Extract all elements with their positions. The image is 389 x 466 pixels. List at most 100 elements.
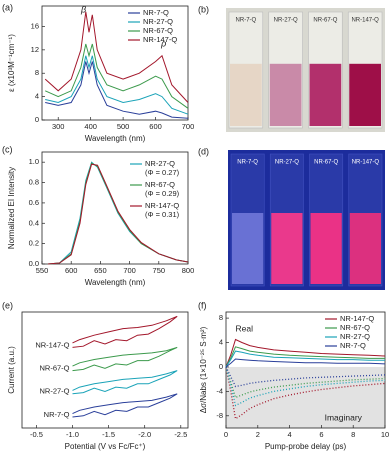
vial-solution	[232, 213, 264, 284]
panel-label: (d)	[198, 146, 209, 156]
y-tick-label: 8	[219, 313, 223, 322]
annotation: Real	[236, 323, 254, 333]
legend-label: NR-27-Q	[143, 17, 173, 26]
vial-label: NR-27-Q	[274, 18, 298, 24]
vial-label: NR-67-Q	[314, 160, 338, 166]
x-axis-title: Wavelength (nm)	[85, 134, 146, 143]
x-tick-label: 600	[65, 266, 78, 275]
vial-label: NR-27-Q	[275, 160, 299, 166]
series-label: NR-147-Q	[35, 340, 69, 349]
legend-label: NR-67-Q	[143, 26, 173, 35]
series-label: NR-7-Q	[44, 410, 70, 419]
x-tick-label: -2.0	[138, 430, 151, 439]
series-label: NR-27-Q	[40, 387, 70, 396]
y-tick-label: 12	[31, 45, 39, 54]
vial-solution	[309, 63, 342, 126]
y-tick-label: 0.4	[29, 218, 39, 227]
x-tick-label: -1.5	[102, 430, 115, 439]
vial-label: NR-7-Q	[237, 160, 258, 166]
x-tick-label: 2	[256, 430, 260, 439]
vial-label: NR-147-Q	[352, 160, 380, 166]
y-tick-label: 0.6	[29, 198, 39, 207]
panel-label: (b)	[198, 4, 209, 14]
x-tick-label: 300	[52, 122, 65, 131]
x-tick-label: -1.0	[66, 430, 79, 439]
legend-label: NR-7-Q	[340, 341, 366, 350]
series-line	[225, 350, 385, 368]
legend-label: NR-147-Q	[145, 201, 179, 210]
y-tick-label: 8	[35, 68, 39, 77]
annotation: β	[80, 4, 86, 14]
series-line	[225, 346, 385, 368]
negative-region	[226, 366, 385, 428]
series-line	[72, 370, 178, 395]
legend-label: NR-67-Q	[340, 323, 370, 332]
y-axis-title: ε (x10³M⁻¹cm⁻¹)	[7, 34, 16, 92]
series-line	[225, 338, 386, 368]
annotation: Imaginary	[325, 412, 363, 422]
vial-solution	[349, 63, 381, 126]
y-axis-title: Current (a.u.)	[7, 346, 16, 394]
vial-label: NR-67-Q	[313, 18, 337, 24]
y-tick-label: 0.0	[29, 259, 39, 268]
x-tick-label: 800	[182, 266, 195, 275]
panel-label: (a)	[2, 2, 13, 12]
legend-label: NR-67-Q	[145, 180, 175, 189]
y-axis-title: Δσ/Nabs (1×10⁻²⁵ S·m²)	[199, 326, 208, 413]
legend-label: NR-147-Q	[143, 35, 177, 44]
y-tick-label: 0	[219, 362, 223, 371]
x-tick-label: 550	[36, 266, 49, 275]
x-tick-label: 600	[149, 122, 162, 131]
y-tick-label: 0.2	[29, 239, 39, 248]
y-axis-title: Normalized EI Intensity	[7, 167, 16, 249]
x-axis-title: Potential (V vs Fc/Fc⁺)	[65, 442, 146, 451]
series-line	[47, 163, 189, 265]
x-tick-label: 0	[224, 430, 228, 439]
legend-note: (Φ = 0.31)	[145, 210, 180, 219]
panel-label: (f)	[198, 300, 207, 310]
x-tick-label: 8	[351, 430, 355, 439]
legend-note: (Φ = 0.29)	[145, 189, 180, 198]
legend-label: NR-27-Q	[340, 332, 370, 341]
series-line	[225, 358, 386, 368]
legend-label: NR-7-Q	[143, 8, 169, 17]
y-tick-label: 16	[31, 21, 39, 30]
panel-label: (e)	[2, 300, 13, 310]
series-line	[72, 393, 178, 418]
series-label: NR-67-Q	[40, 364, 70, 373]
x-tick-label: 6	[319, 430, 323, 439]
plot-frame	[41, 151, 189, 265]
x-tick-label: 10	[381, 430, 389, 439]
series-line	[44, 11, 189, 103]
x-tick-label: 650	[94, 266, 107, 275]
y-tick-label: 1.0	[29, 157, 39, 166]
vial-solution	[271, 213, 303, 284]
imaginary-line	[225, 366, 386, 420]
x-tick-label: 4	[288, 430, 292, 439]
y-tick-label: -4	[216, 386, 223, 395]
annotation: ρ	[160, 38, 166, 48]
y-tick-label: -8	[216, 411, 223, 420]
vial-label: NR-147-Q	[351, 18, 379, 24]
x-tick-label: -2.5	[174, 430, 187, 439]
y-tick-label: 0	[35, 115, 39, 124]
series-line	[45, 61, 189, 119]
series-line	[44, 43, 189, 109]
panel-label: (c)	[2, 144, 13, 154]
plot-frame	[21, 311, 189, 429]
legend-note: (Φ = 0.27)	[145, 168, 180, 177]
vial-solution	[310, 213, 342, 284]
x-tick-label: 700	[182, 122, 195, 131]
y-tick-label: 4	[219, 338, 223, 347]
vial-solution	[269, 63, 302, 126]
series-line	[72, 315, 178, 348]
imaginary-line	[225, 366, 386, 399]
series-line	[45, 55, 189, 115]
x-tick-label: -0.5	[30, 430, 43, 439]
vial-solution	[349, 213, 381, 284]
plot-frame	[41, 5, 189, 121]
x-tick-label: 700	[123, 266, 136, 275]
vial-solution	[230, 63, 262, 126]
x-tick-label: 500	[117, 122, 130, 131]
